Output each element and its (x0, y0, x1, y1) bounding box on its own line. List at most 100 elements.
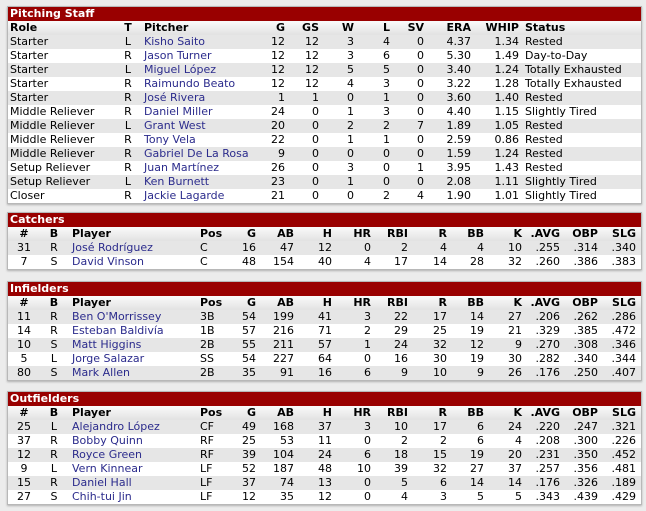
column-header-ab[interactable]: AB (258, 296, 296, 310)
column-header-player[interactable]: Player (68, 227, 196, 241)
player-link[interactable]: Esteban Baldivía (72, 324, 164, 337)
player-link[interactable]: Chih-tui Jin (72, 490, 132, 503)
cell-slg: .429 (600, 490, 641, 504)
cell-role: Starter (8, 35, 118, 49)
player-link[interactable]: José Rivera (144, 91, 206, 104)
column-header-k[interactable]: K (486, 296, 524, 310)
player-link[interactable]: David Vinson (72, 255, 144, 268)
player-link[interactable]: Alejandro López (72, 420, 160, 433)
player-link[interactable]: Jorge Salazar (72, 352, 145, 365)
player-link[interactable]: Tony Vela (144, 133, 196, 146)
column-header-ab[interactable]: AB (258, 227, 296, 241)
column-header-b[interactable]: B (40, 227, 68, 241)
cell-sv: 0 (392, 105, 426, 119)
player-link[interactable]: Kisho Saito (144, 35, 206, 48)
player-link[interactable]: Ben O'Morrissey (72, 310, 162, 323)
column-header-r[interactable]: R (410, 296, 449, 310)
column-header-hr[interactable]: HR (334, 227, 373, 241)
column-header-b[interactable]: B (40, 296, 68, 310)
player-link[interactable]: Mark Allen (72, 366, 130, 379)
player-cell: Vern Kinnear (68, 462, 196, 476)
column-header-g[interactable]: G (226, 227, 258, 241)
table-row: Starter L Kisho Saito 12 12 3 4 0 4.37 1.34 Rested (8, 35, 641, 49)
column-header-pos[interactable]: Pos (196, 406, 226, 420)
column-header-h[interactable]: H (296, 227, 334, 241)
column-header-w[interactable]: W (321, 21, 356, 35)
column-header-bb[interactable]: BB (449, 296, 486, 310)
cell-r: 6 (410, 476, 449, 490)
player-link[interactable]: Vern Kinnear (72, 462, 143, 475)
column-header-g[interactable]: G (226, 406, 258, 420)
column-header-b[interactable]: B (40, 406, 68, 420)
player-link[interactable]: Jason Turner (144, 49, 212, 62)
column-header-obp[interactable]: OBP (562, 227, 600, 241)
column-header-k[interactable]: K (486, 227, 524, 241)
player-link[interactable]: Raimundo Beato (144, 77, 236, 90)
player-link[interactable]: Royce Green (72, 448, 143, 461)
player-link[interactable]: Daniel Miller (144, 105, 213, 118)
column-header-player[interactable]: Player (68, 296, 196, 310)
cell-hr: 4 (334, 255, 373, 269)
column-header-rbi[interactable]: RBI (373, 227, 410, 241)
column-header-g[interactable]: G (226, 296, 258, 310)
table-row: 11 R Ben O'Morrissey 3B 54 199 41 3 22 17 14 27.206… (8, 310, 641, 324)
column-header-avg[interactable]: .AVG (524, 227, 562, 241)
table-row: 14 R Esteban Baldivía 1B 57 216 71 2 29 25 19 21.32… (8, 324, 641, 338)
column-header-k[interactable]: K (486, 406, 524, 420)
player-link[interactable]: Miguel López (144, 63, 217, 76)
cell-status: Totally Exhausted (521, 77, 641, 91)
column-header-number[interactable]: # (8, 296, 40, 310)
player-link[interactable]: Bobby Quinn (72, 434, 143, 447)
player-link[interactable]: Daniel Hall (72, 476, 132, 489)
column-header-avg[interactable]: .AVG (524, 296, 562, 310)
cell-obp: .439 (562, 490, 600, 504)
column-header-r[interactable]: R (410, 406, 449, 420)
column-header-g[interactable]: G (256, 21, 287, 35)
column-header-status[interactable]: Status (521, 21, 641, 35)
column-header-h[interactable]: H (296, 296, 334, 310)
column-header-sv[interactable]: SV (392, 21, 426, 35)
player-link[interactable]: Gabriel De La Rosa (144, 147, 249, 160)
cell-gs: 12 (287, 77, 321, 91)
player-link[interactable]: Juan Martínez (144, 161, 220, 174)
column-header-obp[interactable]: OBP (562, 296, 600, 310)
column-header-slg[interactable]: SLG (600, 296, 641, 310)
column-header-player[interactable]: Player (68, 406, 196, 420)
cell-sv: 0 (392, 133, 426, 147)
column-header-slg[interactable]: SLG (600, 227, 641, 241)
column-header-bb[interactable]: BB (449, 406, 486, 420)
column-header-number[interactable]: # (8, 227, 40, 241)
column-header-t[interactable]: T (118, 21, 138, 35)
cell-bb: 6 (449, 420, 486, 434)
column-header-obp[interactable]: OBP (562, 406, 600, 420)
player-link[interactable]: Ken Burnett (144, 175, 210, 188)
cell-rbi: 5 (373, 476, 410, 490)
column-header-role[interactable]: Role (8, 21, 118, 35)
cell-r: 17 (410, 310, 449, 324)
cell-b: S (40, 366, 68, 380)
column-header-gs[interactable]: GS (287, 21, 321, 35)
column-header-avg[interactable]: .AVG (524, 406, 562, 420)
column-header-bb[interactable]: BB (449, 227, 486, 241)
column-header-whip[interactable]: WHIP (473, 21, 521, 35)
column-header-slg[interactable]: SLG (600, 406, 641, 420)
player-link[interactable]: Matt Higgins (72, 338, 142, 351)
player-link[interactable]: Jackie Lagarde (144, 189, 225, 202)
column-header-rbi[interactable]: RBI (373, 296, 410, 310)
column-header-number[interactable]: # (8, 406, 40, 420)
column-header-pos[interactable]: Pos (196, 227, 226, 241)
column-header-rbi[interactable]: RBI (373, 406, 410, 420)
column-header-l[interactable]: L (356, 21, 392, 35)
player-link[interactable]: José Rodríguez (72, 241, 153, 254)
column-header-h[interactable]: H (296, 406, 334, 420)
player-link[interactable]: Grant West (144, 119, 206, 132)
column-header-r[interactable]: R (410, 227, 449, 241)
column-header-pos[interactable]: Pos (196, 296, 226, 310)
column-header-era[interactable]: ERA (426, 21, 473, 35)
column-header-hr[interactable]: HR (334, 406, 373, 420)
cell-whip: 1.49 (473, 49, 521, 63)
column-header-hr[interactable]: HR (334, 296, 373, 310)
column-header-ab[interactable]: AB (258, 406, 296, 420)
column-header-pitcher[interactable]: Pitcher (138, 21, 256, 35)
cell-era: 3.95 (426, 161, 473, 175)
